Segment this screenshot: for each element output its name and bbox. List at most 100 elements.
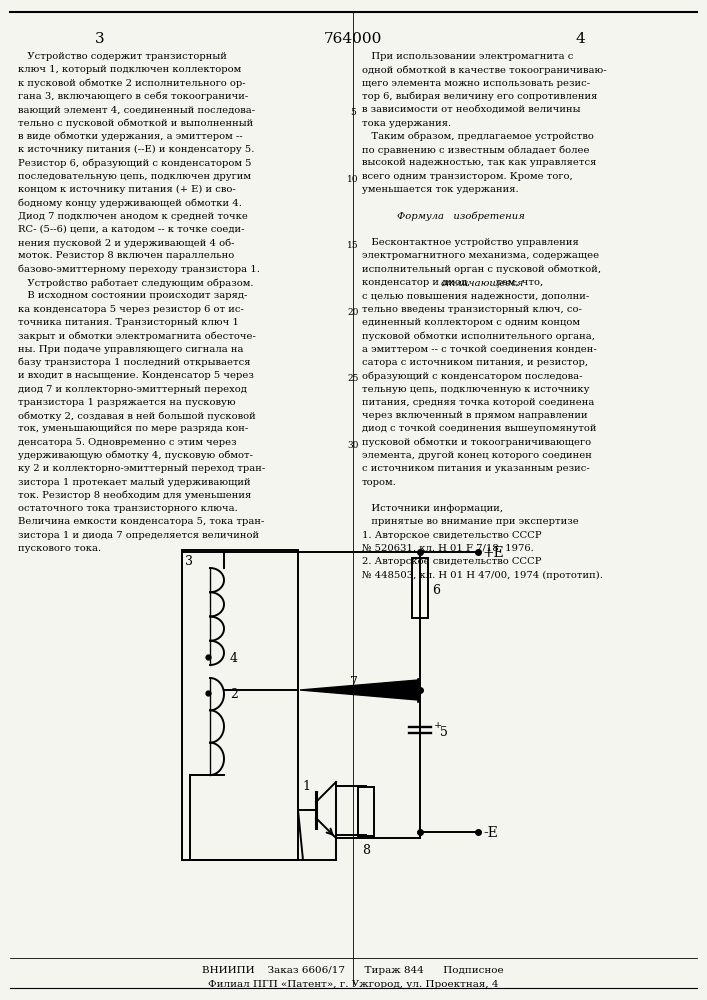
Text: денсатора 5. Одновременно с этим через: денсатора 5. Одновременно с этим через bbox=[18, 438, 237, 447]
Text: 2. Авторское свидетельство СССР: 2. Авторское свидетельство СССР bbox=[362, 557, 542, 566]
Text: к пусковой обмотке 2 исполнительного ор-: к пусковой обмотке 2 исполнительного ор- bbox=[18, 79, 245, 88]
Text: Бесконтактное устройство управления: Бесконтактное устройство управления bbox=[362, 238, 579, 247]
Text: с источником питания и указанным резис-: с источником питания и указанным резис- bbox=[362, 464, 590, 473]
Text: единенный коллектором с одним концом: единенный коллектором с одним концом bbox=[362, 318, 580, 327]
Text: нения пусковой 2 и удерживающей 4 об-: нения пусковой 2 и удерживающей 4 об- bbox=[18, 238, 235, 248]
Text: тем, что,: тем, что, bbox=[493, 278, 543, 287]
Text: При использовании электромагнита с: При использовании электромагнита с bbox=[362, 52, 573, 61]
Text: Источники информации,: Источники информации, bbox=[362, 504, 503, 513]
Text: 3: 3 bbox=[185, 555, 193, 568]
Text: 4: 4 bbox=[230, 652, 238, 666]
Text: 30: 30 bbox=[347, 441, 358, 450]
Text: тором.: тором. bbox=[362, 478, 397, 487]
Text: зистора 1 протекает малый удерживающий: зистора 1 протекает малый удерживающий bbox=[18, 478, 250, 487]
Text: Устройство работает следующим образом.: Устройство работает следующим образом. bbox=[18, 278, 254, 288]
Text: закрыт и обмотки электромагнита обесточе-: закрыт и обмотки электромагнита обесточе… bbox=[18, 331, 256, 341]
Text: и входит в насыщение. Конденсатор 5 через: и входит в насыщение. Конденсатор 5 чере… bbox=[18, 371, 254, 380]
Text: моток. Резистор 8 включен параллельно: моток. Резистор 8 включен параллельно bbox=[18, 251, 234, 260]
Bar bbox=[182, 550, 298, 860]
Text: -E: -E bbox=[483, 826, 498, 840]
Text: принятые во внимание при экспертизе: принятые во внимание при экспертизе bbox=[362, 518, 579, 526]
Text: тельно с пусковой обмоткой и выполненный: тельно с пусковой обмоткой и выполненный bbox=[18, 118, 253, 128]
Text: концом к источнику питания (+ E) и сво-: концом к источнику питания (+ E) и сво- bbox=[18, 185, 235, 194]
Text: элемента, другой конец которого соединен: элемента, другой конец которого соединен bbox=[362, 451, 592, 460]
Text: в зависимости от необходимой величины: в зависимости от необходимой величины bbox=[362, 105, 580, 114]
Text: остаточного тока транзисторного ключа.: остаточного тока транзисторного ключа. bbox=[18, 504, 238, 513]
Text: 6: 6 bbox=[432, 584, 440, 597]
Text: конденсатор и диод,: конденсатор и диод, bbox=[362, 278, 474, 287]
Text: пусковой обмотки и токоограничивающего: пусковой обмотки и токоограничивающего bbox=[362, 438, 591, 447]
Text: в виде обмотки удержания, а эмиттером --: в виде обмотки удержания, а эмиттером -- bbox=[18, 132, 243, 141]
Text: пускового тока.: пускового тока. bbox=[18, 544, 101, 553]
Text: Формула   изобретения: Формула изобретения bbox=[397, 212, 525, 221]
Text: Диод 7 подключен анодом к средней точке: Диод 7 подключен анодом к средней точке bbox=[18, 212, 248, 221]
Text: диод с точкой соединения вышеупомянутой: диод с точкой соединения вышеупомянутой bbox=[362, 424, 597, 433]
Text: по сравнению с известным обладает более: по сравнению с известным обладает более bbox=[362, 145, 590, 155]
Text: ны. При подаче управляющего сигнала на: ны. При подаче управляющего сигнала на bbox=[18, 345, 243, 354]
Polygon shape bbox=[300, 680, 418, 700]
Text: транзистора 1 разряжается на пусковую: транзистора 1 разряжается на пусковую bbox=[18, 398, 235, 407]
Text: ток. Резистор 8 необходим для уменьшения: ток. Резистор 8 необходим для уменьшения bbox=[18, 491, 251, 500]
Text: отличающееся: отличающееся bbox=[441, 278, 525, 287]
Text: 2: 2 bbox=[230, 688, 238, 702]
Text: исполнительный орган с пусковой обмоткой,: исполнительный орган с пусковой обмоткой… bbox=[362, 265, 601, 274]
Text: 1: 1 bbox=[302, 780, 310, 793]
Text: удерживающую обмотку 4, пусковую обмот-: удерживающую обмотку 4, пусковую обмот- bbox=[18, 451, 253, 460]
Text: Устройство содержит транзисторный: Устройство содержит транзисторный bbox=[18, 52, 227, 61]
Text: ток, уменьшающийся по мере разряда кон-: ток, уменьшающийся по мере разряда кон- bbox=[18, 424, 248, 433]
Text: уменьшается ток удержания.: уменьшается ток удержания. bbox=[362, 185, 519, 194]
Text: 3: 3 bbox=[95, 32, 105, 46]
Text: сатора с источником питания, и резистор,: сатора с источником питания, и резистор, bbox=[362, 358, 588, 367]
Text: 25: 25 bbox=[347, 374, 358, 383]
Text: Филиал ПГП «Патент», г. Ужгород, ул. Проектная, 4: Филиал ПГП «Патент», г. Ужгород, ул. Про… bbox=[208, 980, 498, 989]
Text: электромагнитного механизма, содержащее: электромагнитного механизма, содержащее bbox=[362, 251, 599, 260]
Text: 1. Авторское свидетельство СССР: 1. Авторское свидетельство СССР bbox=[362, 531, 542, 540]
Text: ключ 1, который подключен коллектором: ключ 1, который подключен коллектором bbox=[18, 65, 241, 74]
Text: диод 7 и коллекторно-эмиттерный переход: диод 7 и коллекторно-эмиттерный переход bbox=[18, 384, 247, 393]
Text: В исходном состоянии происходит заряд-: В исходном состоянии происходит заряд- bbox=[18, 291, 247, 300]
Text: ВНИИПИ    Заказ 6606/17      Тираж 844      Подписное: ВНИИПИ Заказ 6606/17 Тираж 844 Подписное bbox=[202, 966, 504, 975]
Text: базу транзистора 1 последний открывается: базу транзистора 1 последний открывается bbox=[18, 358, 250, 367]
Text: точника питания. Транзисторный ключ 1: точника питания. Транзисторный ключ 1 bbox=[18, 318, 239, 327]
Text: Таким образом, предлагаемое устройство: Таким образом, предлагаемое устройство bbox=[362, 132, 594, 141]
Text: одной обмоткой в качестве токоограничиваю-: одной обмоткой в качестве токоограничива… bbox=[362, 65, 607, 75]
Text: тельно введены транзисторный ключ, со-: тельно введены транзисторный ключ, со- bbox=[362, 305, 582, 314]
Text: ка конденсатора 5 через резистор 6 от ис-: ка конденсатора 5 через резистор 6 от ис… bbox=[18, 305, 244, 314]
Text: Величина емкости конденсатора 5, тока тран-: Величина емкости конденсатора 5, тока тр… bbox=[18, 518, 264, 526]
Text: Резистор 6, образующий с конденсатором 5: Резистор 6, образующий с конденсатором 5 bbox=[18, 158, 252, 168]
Text: 10: 10 bbox=[347, 175, 358, 184]
Text: питания, средняя точка которой соединена: питания, средняя точка которой соединена bbox=[362, 398, 595, 407]
Text: всего одним транзистором. Кроме того,: всего одним транзистором. Кроме того, bbox=[362, 172, 573, 181]
Text: щего элемента можно использовать резис-: щего элемента можно использовать резис- bbox=[362, 79, 590, 88]
Text: гана 3, включающего в себя токоограничи-: гана 3, включающего в себя токоограничи- bbox=[18, 92, 248, 101]
Text: последовательную цепь, подключен другим: последовательную цепь, подключен другим bbox=[18, 172, 251, 181]
Text: № 520631, кл. Н 01 F 7/18, 1976.: № 520631, кл. Н 01 F 7/18, 1976. bbox=[362, 544, 534, 553]
Text: 8: 8 bbox=[362, 844, 370, 857]
Text: с целью повышения надежности, дополни-: с целью повышения надежности, дополни- bbox=[362, 291, 589, 300]
Text: 5: 5 bbox=[440, 726, 448, 738]
Text: зистора 1 и диода 7 определяется величиной: зистора 1 и диода 7 определяется величин… bbox=[18, 531, 259, 540]
Text: 7: 7 bbox=[350, 676, 358, 689]
Text: 4: 4 bbox=[575, 32, 585, 46]
Text: +: + bbox=[434, 720, 443, 730]
Text: 764000: 764000 bbox=[324, 32, 382, 46]
Text: ку 2 и коллекторно-эмиттерный переход тран-: ку 2 и коллекторно-эмиттерный переход тр… bbox=[18, 464, 265, 473]
Text: +E: +E bbox=[483, 546, 505, 560]
Text: RC- (5--6) цепи, а катодом -- к точке соеди-: RC- (5--6) цепи, а катодом -- к точке со… bbox=[18, 225, 245, 234]
Text: № 448503, кл. Н 01 Н 47/00, 1974 (прототип).: № 448503, кл. Н 01 Н 47/00, 1974 (протот… bbox=[362, 571, 603, 580]
Text: через включенный в прямом направлении: через включенный в прямом направлении bbox=[362, 411, 588, 420]
Text: пусковой обмотки исполнительного органа,: пусковой обмотки исполнительного органа, bbox=[362, 331, 595, 341]
Text: 15: 15 bbox=[347, 241, 359, 250]
Text: базово-эмиттерному переходу транзистора 1.: базово-эмиттерному переходу транзистора … bbox=[18, 265, 260, 274]
Text: а эмиттером -- с точкой соединения конден-: а эмиттером -- с точкой соединения конде… bbox=[362, 345, 597, 354]
Text: тока удержания.: тока удержания. bbox=[362, 118, 451, 127]
Text: к источнику питания (--E) и конденсатору 5.: к источнику питания (--E) и конденсатору… bbox=[18, 145, 255, 154]
Text: тельную цепь, подключенную к источнику: тельную цепь, подключенную к источнику bbox=[362, 384, 590, 393]
Text: обмотку 2, создавая в ней большой пусковой: обмотку 2, создавая в ней большой пусков… bbox=[18, 411, 256, 421]
Text: 20: 20 bbox=[347, 308, 358, 317]
Text: тор 6, выбирая величину его сопротивления: тор 6, выбирая величину его сопротивлени… bbox=[362, 92, 597, 101]
Text: вающий элемент 4, соединенный последова-: вающий элемент 4, соединенный последова- bbox=[18, 105, 255, 114]
Text: 5: 5 bbox=[350, 108, 356, 117]
Text: высокой надежностью, так как управляется: высокой надежностью, так как управляется bbox=[362, 158, 597, 167]
Text: бодному концу удерживающей обмотки 4.: бодному концу удерживающей обмотки 4. bbox=[18, 198, 242, 208]
